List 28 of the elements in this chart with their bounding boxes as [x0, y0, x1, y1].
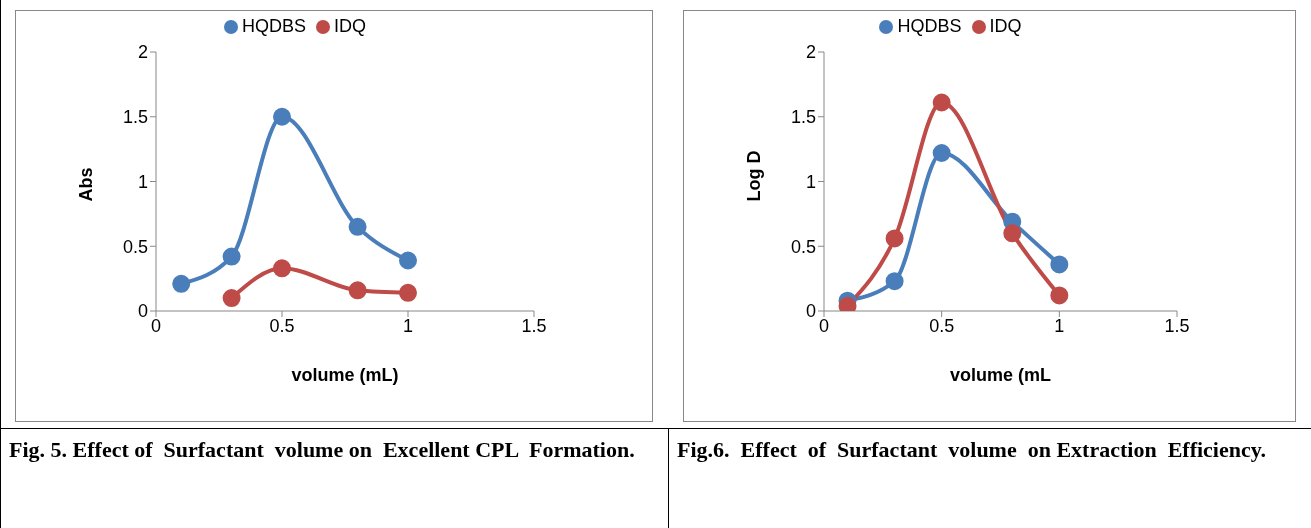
y-tick-label: 2 — [137, 42, 148, 63]
x-axis-title: volume (mL — [949, 365, 1052, 385]
y-axis-title: Abs — [76, 167, 97, 202]
x-axis-title: volume (mL) — [291, 365, 399, 385]
x-tick-label: 0.5 — [269, 315, 295, 336]
y-tick-label: 1 — [137, 171, 148, 192]
y-axis-title: Log D — [744, 150, 765, 202]
x-tick-label: 0 — [150, 315, 162, 336]
y-tick-label: 2 — [805, 42, 816, 63]
x-tick-label: 1 — [1054, 315, 1065, 336]
x-tick-label: 1 — [402, 315, 414, 336]
legend-label: HQDBS — [897, 16, 962, 36]
caption: Fig. 5. Effect of Surfactant volume on Excellent CPL Formation. — [8, 436, 636, 464]
y-tick-label: 1.5 — [122, 107, 148, 128]
x-tick-label: 1.5 — [521, 315, 547, 336]
x-tick-label: 0 — [818, 315, 830, 336]
legend-label: HQDBS — [241, 16, 306, 36]
x-tick-label: 1.5 — [1164, 315, 1190, 336]
legend-label: IDQ — [334, 16, 367, 36]
y-tick-label: 0 — [805, 301, 816, 322]
y-tick-label: 1.5 — [790, 107, 816, 128]
legend-label: IDQ — [989, 16, 1022, 36]
caption: Fig.6. Effect of Surfactant volume on Extraction Efficiency. — [676, 436, 1267, 464]
y-tick-label: 0 — [137, 301, 148, 322]
y-tick-label: 0.5 — [122, 236, 148, 257]
x-tick-label: 0.5 — [929, 315, 955, 336]
y-tick-label: 1 — [805, 171, 816, 192]
y-tick-label: 0.5 — [790, 236, 816, 257]
